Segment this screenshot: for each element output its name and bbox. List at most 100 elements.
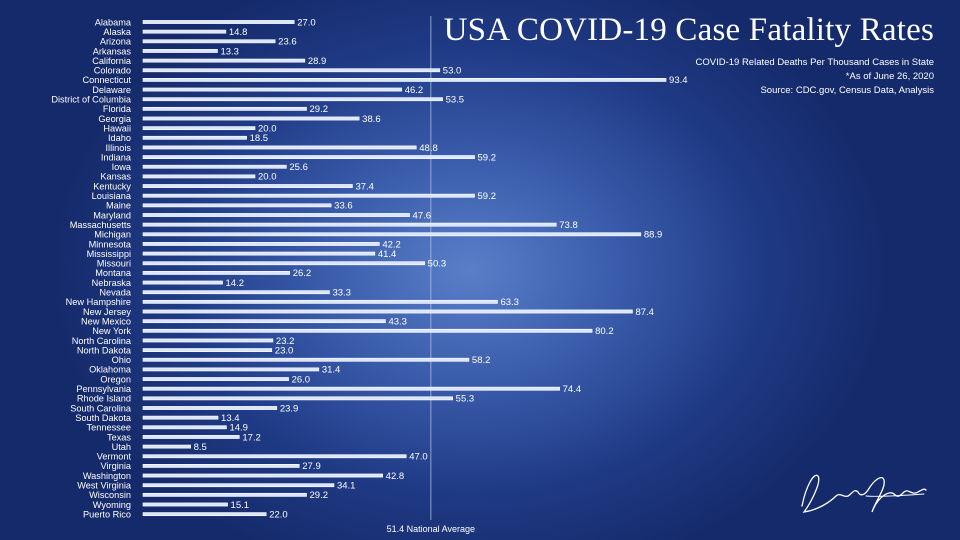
- category-label: Alaska: [103, 27, 131, 37]
- bar: [142, 106, 307, 111]
- data-label: 59.2: [478, 152, 497, 163]
- bar-row: West Virginia 34.1: [77, 481, 355, 492]
- data-label: 15.1: [231, 500, 250, 511]
- category-label: Texas: [107, 432, 131, 442]
- category-label: Ohio: [112, 355, 131, 365]
- bar-row: Nebraska 14.2: [92, 278, 244, 289]
- bar: [142, 242, 380, 246]
- data-label: 27.9: [302, 461, 321, 472]
- bar-row: Connecticut 93.4: [82, 75, 687, 86]
- bar-row: Washington 42.8: [83, 471, 404, 482]
- category-label: Oklahoma: [89, 365, 132, 375]
- data-label: 29.2: [310, 490, 329, 501]
- data-label: 53.0: [443, 66, 462, 77]
- bar: [142, 184, 353, 188]
- category-label: Michigan: [94, 230, 131, 240]
- bar: [142, 29, 227, 34]
- category-label: Massachusetts: [70, 220, 132, 230]
- category-label: Nebraska: [92, 278, 132, 288]
- data-label: 20.0: [258, 172, 277, 183]
- data-label: 46.2: [405, 85, 424, 96]
- data-label: 23.2: [276, 336, 295, 347]
- data-label: 29.2: [310, 104, 329, 115]
- bar: [142, 502, 228, 507]
- category-label: Georgia: [98, 114, 132, 124]
- data-label: 93.4: [669, 75, 688, 86]
- bar: [142, 87, 403, 92]
- data-label: 47.6: [413, 210, 432, 221]
- bar: [142, 435, 240, 439]
- national-average-label: 51.4 National Average: [387, 524, 475, 534]
- bar-row: Alabama 27.0: [95, 17, 316, 28]
- category-label: Minnesota: [89, 239, 132, 249]
- source-note: Source: CDC.gov, Census Data, Analysis: [760, 85, 934, 96]
- data-label: 42.2: [382, 239, 401, 250]
- category-label: Delaware: [92, 85, 131, 95]
- bar: [142, 164, 287, 169]
- bar: [142, 135, 247, 140]
- bar-row: Arkansas 13.3: [93, 46, 239, 57]
- bar-row: Indiana 59.2: [101, 152, 496, 163]
- bar: [142, 58, 306, 63]
- bar: [142, 319, 386, 324]
- category-label: Kentucky: [93, 181, 131, 191]
- category-label: Maryland: [93, 210, 131, 220]
- bar: [142, 203, 332, 208]
- category-label: Connecticut: [82, 75, 131, 85]
- bar: [142, 473, 383, 478]
- bar: [142, 68, 441, 73]
- bar-row: Florida 29.2: [103, 104, 328, 115]
- data-label: 27.0: [297, 17, 316, 28]
- data-label: 41.4: [378, 249, 397, 260]
- bar-row: Louisiana 59.2: [92, 191, 496, 202]
- bar-row: Arizona 23.6: [100, 37, 297, 48]
- data-label: 42.8: [386, 471, 405, 482]
- category-label: Vermont: [97, 452, 132, 462]
- bar-row: Virginia 27.9: [101, 461, 321, 472]
- bar-row: North Dakota 23.0: [77, 345, 293, 356]
- bar-row: Maryland 47.6: [93, 210, 431, 221]
- data-label: 28.9: [308, 56, 327, 67]
- category-label: Wyoming: [93, 500, 131, 510]
- bar-row: Rhode Island 55.3: [77, 394, 474, 405]
- category-label: Illinois: [105, 143, 131, 153]
- category-label: Washington: [83, 471, 131, 481]
- bar: [142, 280, 223, 285]
- data-label: 33.6: [334, 201, 353, 212]
- data-label: 17.2: [242, 432, 261, 443]
- bar: [142, 251, 376, 256]
- bar: [142, 97, 443, 102]
- bar: [142, 444, 191, 449]
- data-label: 18.5: [250, 133, 269, 144]
- category-label: Idaho: [108, 133, 131, 143]
- category-label: Kansas: [100, 172, 131, 182]
- bar-row: California 28.9: [92, 56, 326, 67]
- bar-row: South Dakota 13.4: [75, 413, 239, 424]
- category-label: Oregon: [100, 374, 131, 384]
- data-label: 14.8: [229, 27, 248, 38]
- data-label: 55.3: [456, 394, 475, 405]
- data-label: 50.3: [428, 259, 447, 270]
- bar-row: New Mexico 43.3: [81, 316, 407, 327]
- bar: [142, 415, 219, 420]
- date-note: *As of June 26, 2020: [845, 71, 934, 82]
- data-label: 14.2: [226, 278, 245, 289]
- data-label: 13.3: [220, 46, 239, 57]
- bar: [142, 193, 475, 198]
- category-label: Virginia: [101, 461, 132, 471]
- category-label: Maine: [106, 201, 131, 211]
- category-label: Wisconsin: [89, 490, 131, 500]
- bar: [142, 39, 276, 44]
- bar-row: Iowa 25.6: [112, 162, 308, 173]
- category-label: Iowa: [112, 162, 132, 172]
- bar: [142, 145, 417, 150]
- category-label: California: [92, 56, 132, 66]
- category-label: District of Columbia: [51, 95, 132, 105]
- data-label: 63.3: [500, 297, 518, 308]
- chart-title: USA COVID-19 Case Fatality Rates: [443, 12, 934, 48]
- bar-row: Puerto Rico 22.0: [83, 509, 288, 520]
- bar: [142, 512, 267, 517]
- data-label: 20.0: [258, 123, 277, 134]
- bar-row: Ohio 58.2: [112, 355, 491, 366]
- bar: [142, 406, 278, 410]
